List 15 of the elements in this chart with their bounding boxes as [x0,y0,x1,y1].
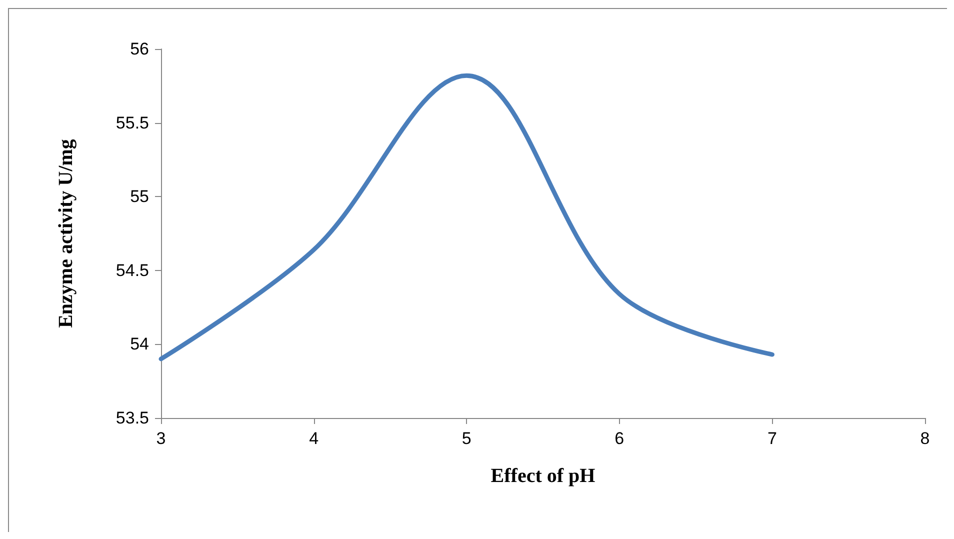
line-series [158,73,774,362]
y-tick-label: 54 [130,334,149,354]
x-tick-label: 6 [614,429,624,448]
y-axis-title: Enzyme activity U/mg [55,139,77,328]
y-tick-label: 53.5 [116,408,149,428]
y-tick-label: 55 [130,187,149,206]
y-tick-label: 55.5 [116,113,149,132]
x-tick-label: 3 [156,429,166,448]
x-tick-label: 7 [767,429,777,448]
y-tick-label: 56 [130,40,149,58]
x-tick-label: 4 [309,429,319,448]
x-tick-label: 8 [920,429,930,448]
x-axis-title: Effect of pH [490,465,596,487]
x-tick-label: 5 [462,429,472,448]
y-tick-label: 54.5 [116,260,149,280]
